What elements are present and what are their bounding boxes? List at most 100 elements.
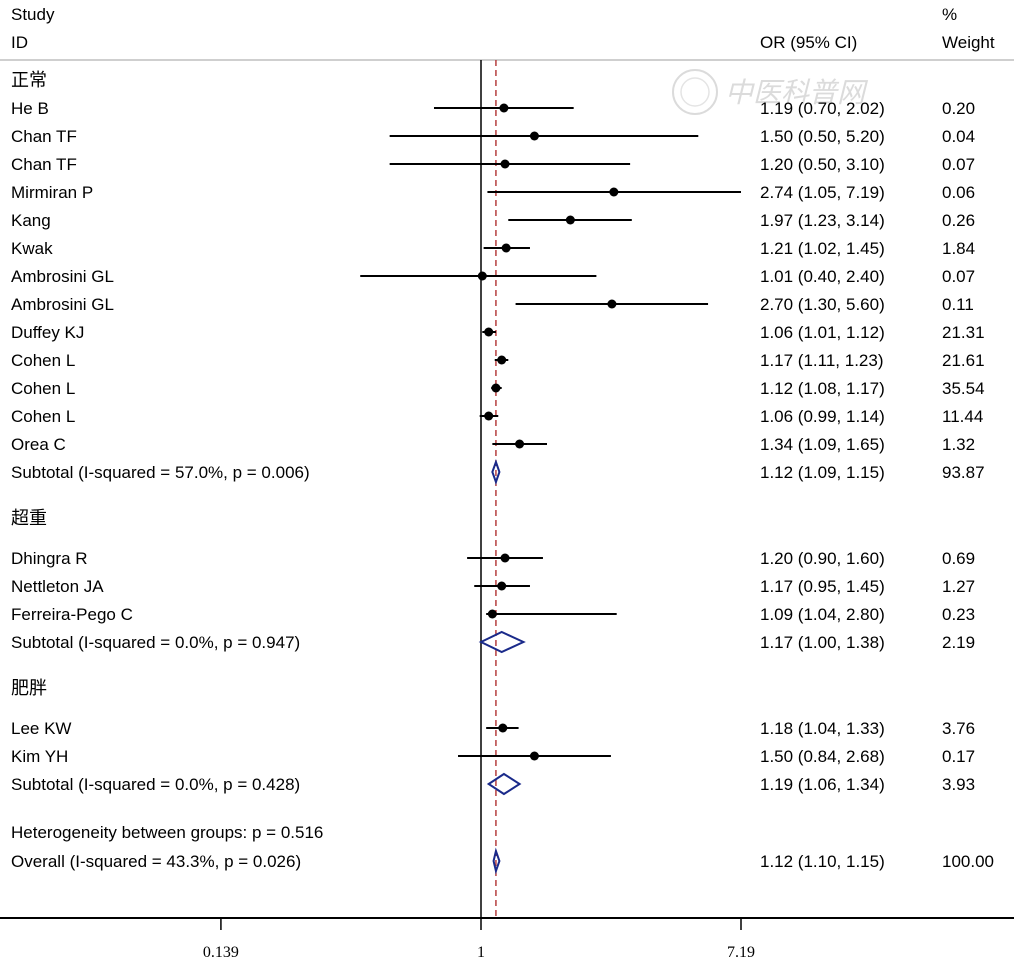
weight-value: 0.17: [942, 747, 975, 766]
seal-icon: [672, 69, 718, 115]
or-ci-value: 2.70 (1.30, 5.60): [760, 295, 885, 314]
point-estimate: [491, 383, 501, 393]
or-ci-value: 1.17 (1.11, 1.23): [760, 351, 884, 370]
study-id: Cohen L: [11, 379, 75, 398]
or-ci-value: 1.17 (0.95, 1.45): [760, 577, 885, 596]
subtotal-weight: 93.87: [942, 463, 985, 482]
weight-value: 0.20: [942, 99, 975, 118]
or-ci-value: 1.21 (1.02, 1.45): [760, 239, 885, 258]
point-estimate: [607, 299, 617, 309]
point-estimate: [500, 159, 510, 169]
weight-value: 21.31: [942, 323, 985, 342]
or-ci-value: 1.06 (0.99, 1.14): [760, 407, 885, 426]
point-estimate: [501, 243, 511, 253]
group-label: 正常: [11, 70, 47, 91]
weight-value: 1.27: [942, 577, 975, 596]
weight-value: 0.07: [942, 155, 975, 174]
or-ci-value: 1.12 (1.08, 1.17): [760, 379, 885, 398]
subtotal-diamond: [478, 630, 526, 654]
weight-value: 11.44: [942, 407, 983, 426]
study-id: Ambrosini GL: [11, 295, 114, 314]
point-estimate: [500, 553, 510, 563]
marks-layer: [360, 103, 741, 875]
or-ci-value: 2.74 (1.05, 7.19): [760, 183, 885, 202]
subtotal-label: Subtotal (I-squared = 0.0%, p = 0.947): [11, 633, 300, 652]
study-id: Mirmiran P: [11, 183, 93, 202]
study-id: Cohen L: [11, 407, 75, 426]
weight-value: 0.26: [942, 211, 975, 230]
study-id: Duffey KJ: [11, 323, 84, 342]
point-estimate: [497, 355, 507, 365]
subtotal-diamond: [486, 772, 522, 796]
point-estimate: [497, 581, 507, 591]
subtotal-weight: 3.93: [942, 775, 975, 794]
subtotal-or-ci: 1.19 (1.06, 1.34): [760, 775, 885, 794]
weight-value: 35.54: [942, 379, 985, 398]
study-header: Study: [11, 5, 55, 24]
or-ci-value: 1.20 (0.90, 1.60): [760, 549, 885, 568]
or-ci-value: 1.01 (0.40, 2.40): [760, 267, 885, 286]
weight-value: 3.76: [942, 719, 975, 738]
or-ci-value: 1.06 (1.01, 1.12): [760, 323, 885, 342]
study-id: Chan TF: [11, 127, 77, 146]
subtotal-label: Subtotal (I-squared = 0.0%, p = 0.428): [11, 775, 300, 794]
study-id: Kang: [11, 211, 51, 230]
study-id: Ambrosini GL: [11, 267, 114, 286]
or-ci-value: 1.18 (1.04, 1.33): [760, 719, 885, 738]
group-label: 超重: [11, 508, 47, 529]
watermark: 中医科普网: [672, 69, 869, 115]
or-ci-value: 1.19 (0.70, 2.02): [760, 99, 885, 118]
group-label: 肥胖: [11, 678, 47, 699]
weight-header: Weight: [942, 33, 995, 52]
x-tick-label: 0.139: [203, 944, 239, 961]
subtotal-or-ci: 1.12 (1.09, 1.15): [760, 463, 885, 482]
percent-header: %: [942, 5, 957, 24]
rows-layer: 正常 He B 1.19 (0.70, 2.02) 0.20 Chan TF 1.50 (…: [11, 70, 994, 871]
point-estimate: [529, 751, 539, 761]
point-estimate: [609, 187, 619, 197]
overall-diamond: [492, 847, 501, 875]
point-estimate: [487, 609, 497, 619]
weight-value: 21.61: [942, 351, 985, 370]
point-estimate: [515, 439, 525, 449]
point-estimate: [484, 327, 494, 337]
heterogeneity-text: Heterogeneity between groups: p = 0.516: [11, 823, 323, 842]
weight-value: 0.69: [942, 549, 975, 568]
study-id: Ferreira-Pego C: [11, 605, 133, 624]
point-estimate: [477, 271, 487, 281]
weight-value: 0.07: [942, 267, 975, 286]
x-ticks: 0.139 1 7.19: [203, 918, 755, 961]
weight-value: 0.11: [942, 295, 974, 314]
point-estimate: [529, 131, 539, 141]
x-tick-label: 1: [477, 944, 485, 961]
weight-value: 1.32: [942, 435, 975, 454]
weight-value: 0.06: [942, 183, 975, 202]
or-ci-value: 1.20 (0.50, 3.10): [760, 155, 885, 174]
or-ci-value: 1.50 (0.50, 5.20): [760, 127, 885, 146]
weight-value: 0.04: [942, 127, 975, 146]
watermark-text: 中医科普网: [725, 76, 869, 109]
overall-or-ci: 1.12 (1.10, 1.15): [760, 852, 885, 871]
point-estimate: [565, 215, 575, 225]
or-ci-value: 1.09 (1.04, 2.80): [760, 605, 885, 624]
study-id: Orea C: [11, 435, 66, 454]
or-ci-value: 1.97 (1.23, 3.14): [760, 211, 885, 230]
id-header: ID: [11, 33, 28, 52]
or-ci-value: 1.34 (1.09, 1.65): [760, 435, 885, 454]
subtotal-or-ci: 1.17 (1.00, 1.38): [760, 633, 885, 652]
study-id: Kim YH: [11, 747, 68, 766]
study-id: Lee KW: [11, 719, 71, 738]
study-id: Nettleton JA: [11, 577, 104, 596]
overall-weight: 100.00: [942, 852, 994, 871]
study-id: Kwak: [11, 239, 53, 258]
x-tick-label: 7.19: [727, 944, 755, 961]
study-id: Dhingra R: [11, 549, 88, 568]
study-id: Cohen L: [11, 351, 75, 370]
weight-value: 0.23: [942, 605, 975, 624]
study-id: Chan TF: [11, 155, 77, 174]
subtotal-diamond: [491, 458, 501, 486]
point-estimate: [498, 723, 508, 733]
weight-value: 1.84: [942, 239, 975, 258]
point-estimate: [499, 103, 509, 113]
